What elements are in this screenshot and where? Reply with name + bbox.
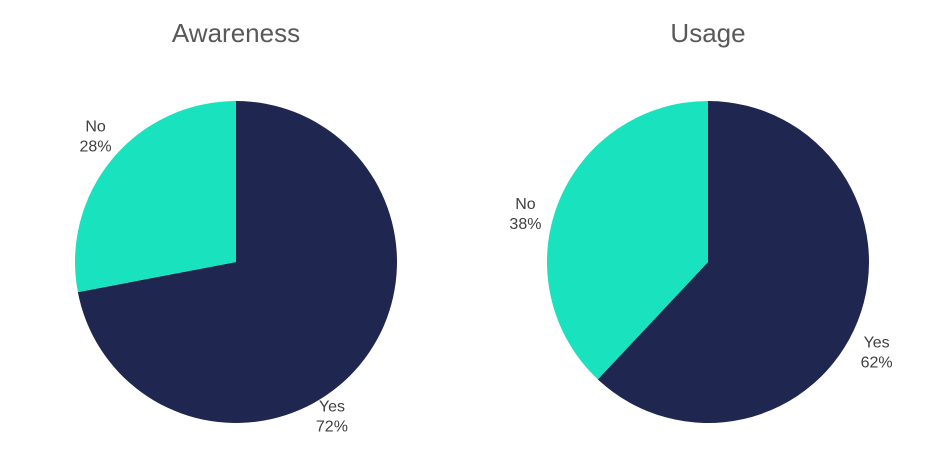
awareness-labels: Yes 72% No 28% bbox=[80, 119, 348, 436]
awareness-label-value-no: 28% bbox=[80, 139, 112, 156]
awareness-label-value-yes: 72% bbox=[316, 418, 348, 435]
awareness-label-category-yes: Yes bbox=[319, 398, 345, 415]
awareness-label-category-no: No bbox=[85, 119, 106, 136]
awareness-slices bbox=[74, 101, 398, 424]
awareness-slice-yes bbox=[77, 101, 398, 424]
usage-labels: Yes 62% No 38% bbox=[509, 196, 892, 372]
usage-slice-yes bbox=[597, 101, 869, 423]
awareness-label-no: No 28% bbox=[80, 119, 112, 156]
awareness-slice-no bbox=[74, 101, 236, 293]
usage-chart-title: Usage bbox=[670, 18, 745, 48]
usage-label-no: No 38% bbox=[509, 196, 541, 233]
usage-label-value-yes: 62% bbox=[861, 355, 893, 372]
usage-slices bbox=[546, 101, 869, 423]
awareness-chart-title: Awareness bbox=[172, 18, 300, 48]
usage-pie-chart: Usage Yes 62% No 38% bbox=[509, 18, 893, 423]
usage-label-category-no: No bbox=[515, 196, 536, 213]
awareness-label-yes: Yes 72% bbox=[316, 398, 348, 435]
awareness-pie-chart: Awareness Yes 72% No 28% bbox=[74, 18, 398, 436]
usage-label-yes: Yes 62% bbox=[861, 335, 893, 372]
usage-slice-no bbox=[546, 101, 708, 380]
usage-label-category-yes: Yes bbox=[864, 335, 890, 352]
usage-label-value-no: 38% bbox=[509, 216, 541, 233]
